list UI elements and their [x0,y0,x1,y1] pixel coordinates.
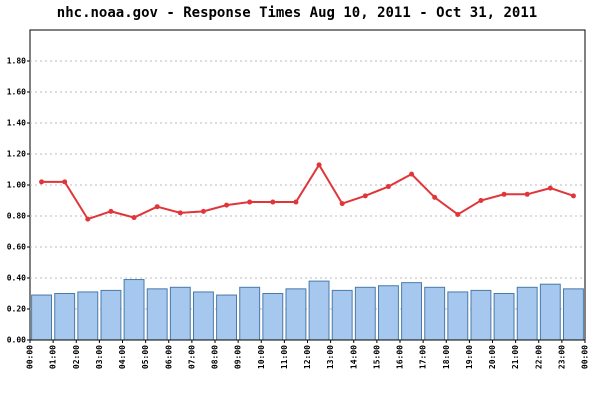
chart-title: nhc.noaa.gov - Response Times Aug 10, 20… [57,5,537,21]
x-tick-label: 20:00 [488,345,497,369]
x-tick-label: 13:00 [326,345,335,369]
x-tick-label: 23:00 [557,345,566,369]
bar [493,293,515,341]
bar [377,285,399,341]
x-tick-label: 14:00 [349,345,358,369]
bar [516,286,538,341]
y-tick-label: 0.80 [7,212,26,221]
bar [239,286,261,341]
bar [192,291,214,341]
x-tick-label: 21:00 [511,345,520,369]
x-tick-label: 11:00 [280,345,289,369]
y-tick-label: 1.60 [7,88,26,97]
point [339,201,345,207]
y-tick-label: 1.20 [7,150,26,159]
point [85,216,91,222]
bar [216,294,238,341]
x-tick-label: 01:00 [49,345,58,369]
point [177,210,183,216]
point [385,184,391,190]
y-tick-label: 1.80 [7,57,26,66]
point [547,185,553,191]
point [316,162,322,168]
point [62,179,68,185]
point [247,199,253,205]
y-tick-label: 0.60 [7,243,26,252]
line [41,162,574,221]
bar [285,288,307,341]
point [478,198,484,203]
x-tick-label: 22:00 [534,345,543,369]
bar [447,291,469,341]
bar [539,283,561,341]
x-tick-label: 17:00 [419,345,428,369]
point [200,208,206,214]
bar [123,279,145,341]
x-tick-label: 10:00 [257,345,266,369]
x-tick-label: 03:00 [95,345,104,369]
bar [31,294,53,341]
point [570,193,576,199]
x-tick-label: 07:00 [187,345,196,369]
point [154,204,160,210]
x-tick-label: 12:00 [303,345,312,369]
point [455,211,461,217]
point [131,215,137,221]
x-tick-label: 00:00 [581,345,590,369]
point [501,191,507,197]
bar [169,286,191,341]
point [270,199,276,205]
point [108,208,114,214]
bar [331,289,353,341]
x-tick-label: 06:00 [164,345,173,369]
x-tick-label: 18:00 [442,345,451,369]
bar [401,282,423,341]
x-tick-label: 15:00 [372,345,381,369]
bar [308,280,330,341]
x-tick-label: 00:00 [26,345,35,369]
point [224,202,230,208]
bar [262,293,284,341]
x-tick-label: 02:00 [72,345,81,369]
bar [354,286,376,341]
x-tick-label: 08:00 [211,345,220,369]
x-tick-label: 19:00 [465,345,474,369]
bar [562,288,584,341]
y-tick-label: 0.00 [7,336,26,345]
point [409,171,415,177]
point [524,191,530,197]
x-tick-label: 05:00 [141,345,150,369]
bar [54,293,76,341]
bar [100,289,122,341]
bar [77,291,99,341]
bar [146,288,168,341]
x-tick-label: 16:00 [396,345,405,369]
point [293,199,299,205]
point [362,193,368,199]
point [432,194,438,200]
point [39,179,45,185]
y-tick-label: 0.40 [7,274,26,283]
y-tick-label: 1.00 [7,181,26,190]
x-tick-label: 09:00 [234,345,243,369]
y-tick-label: 0.20 [7,305,26,314]
x-tick-label: 04:00 [118,345,127,369]
bar [470,289,492,341]
bar [424,286,446,341]
y-tick-label: 1.40 [7,119,26,128]
